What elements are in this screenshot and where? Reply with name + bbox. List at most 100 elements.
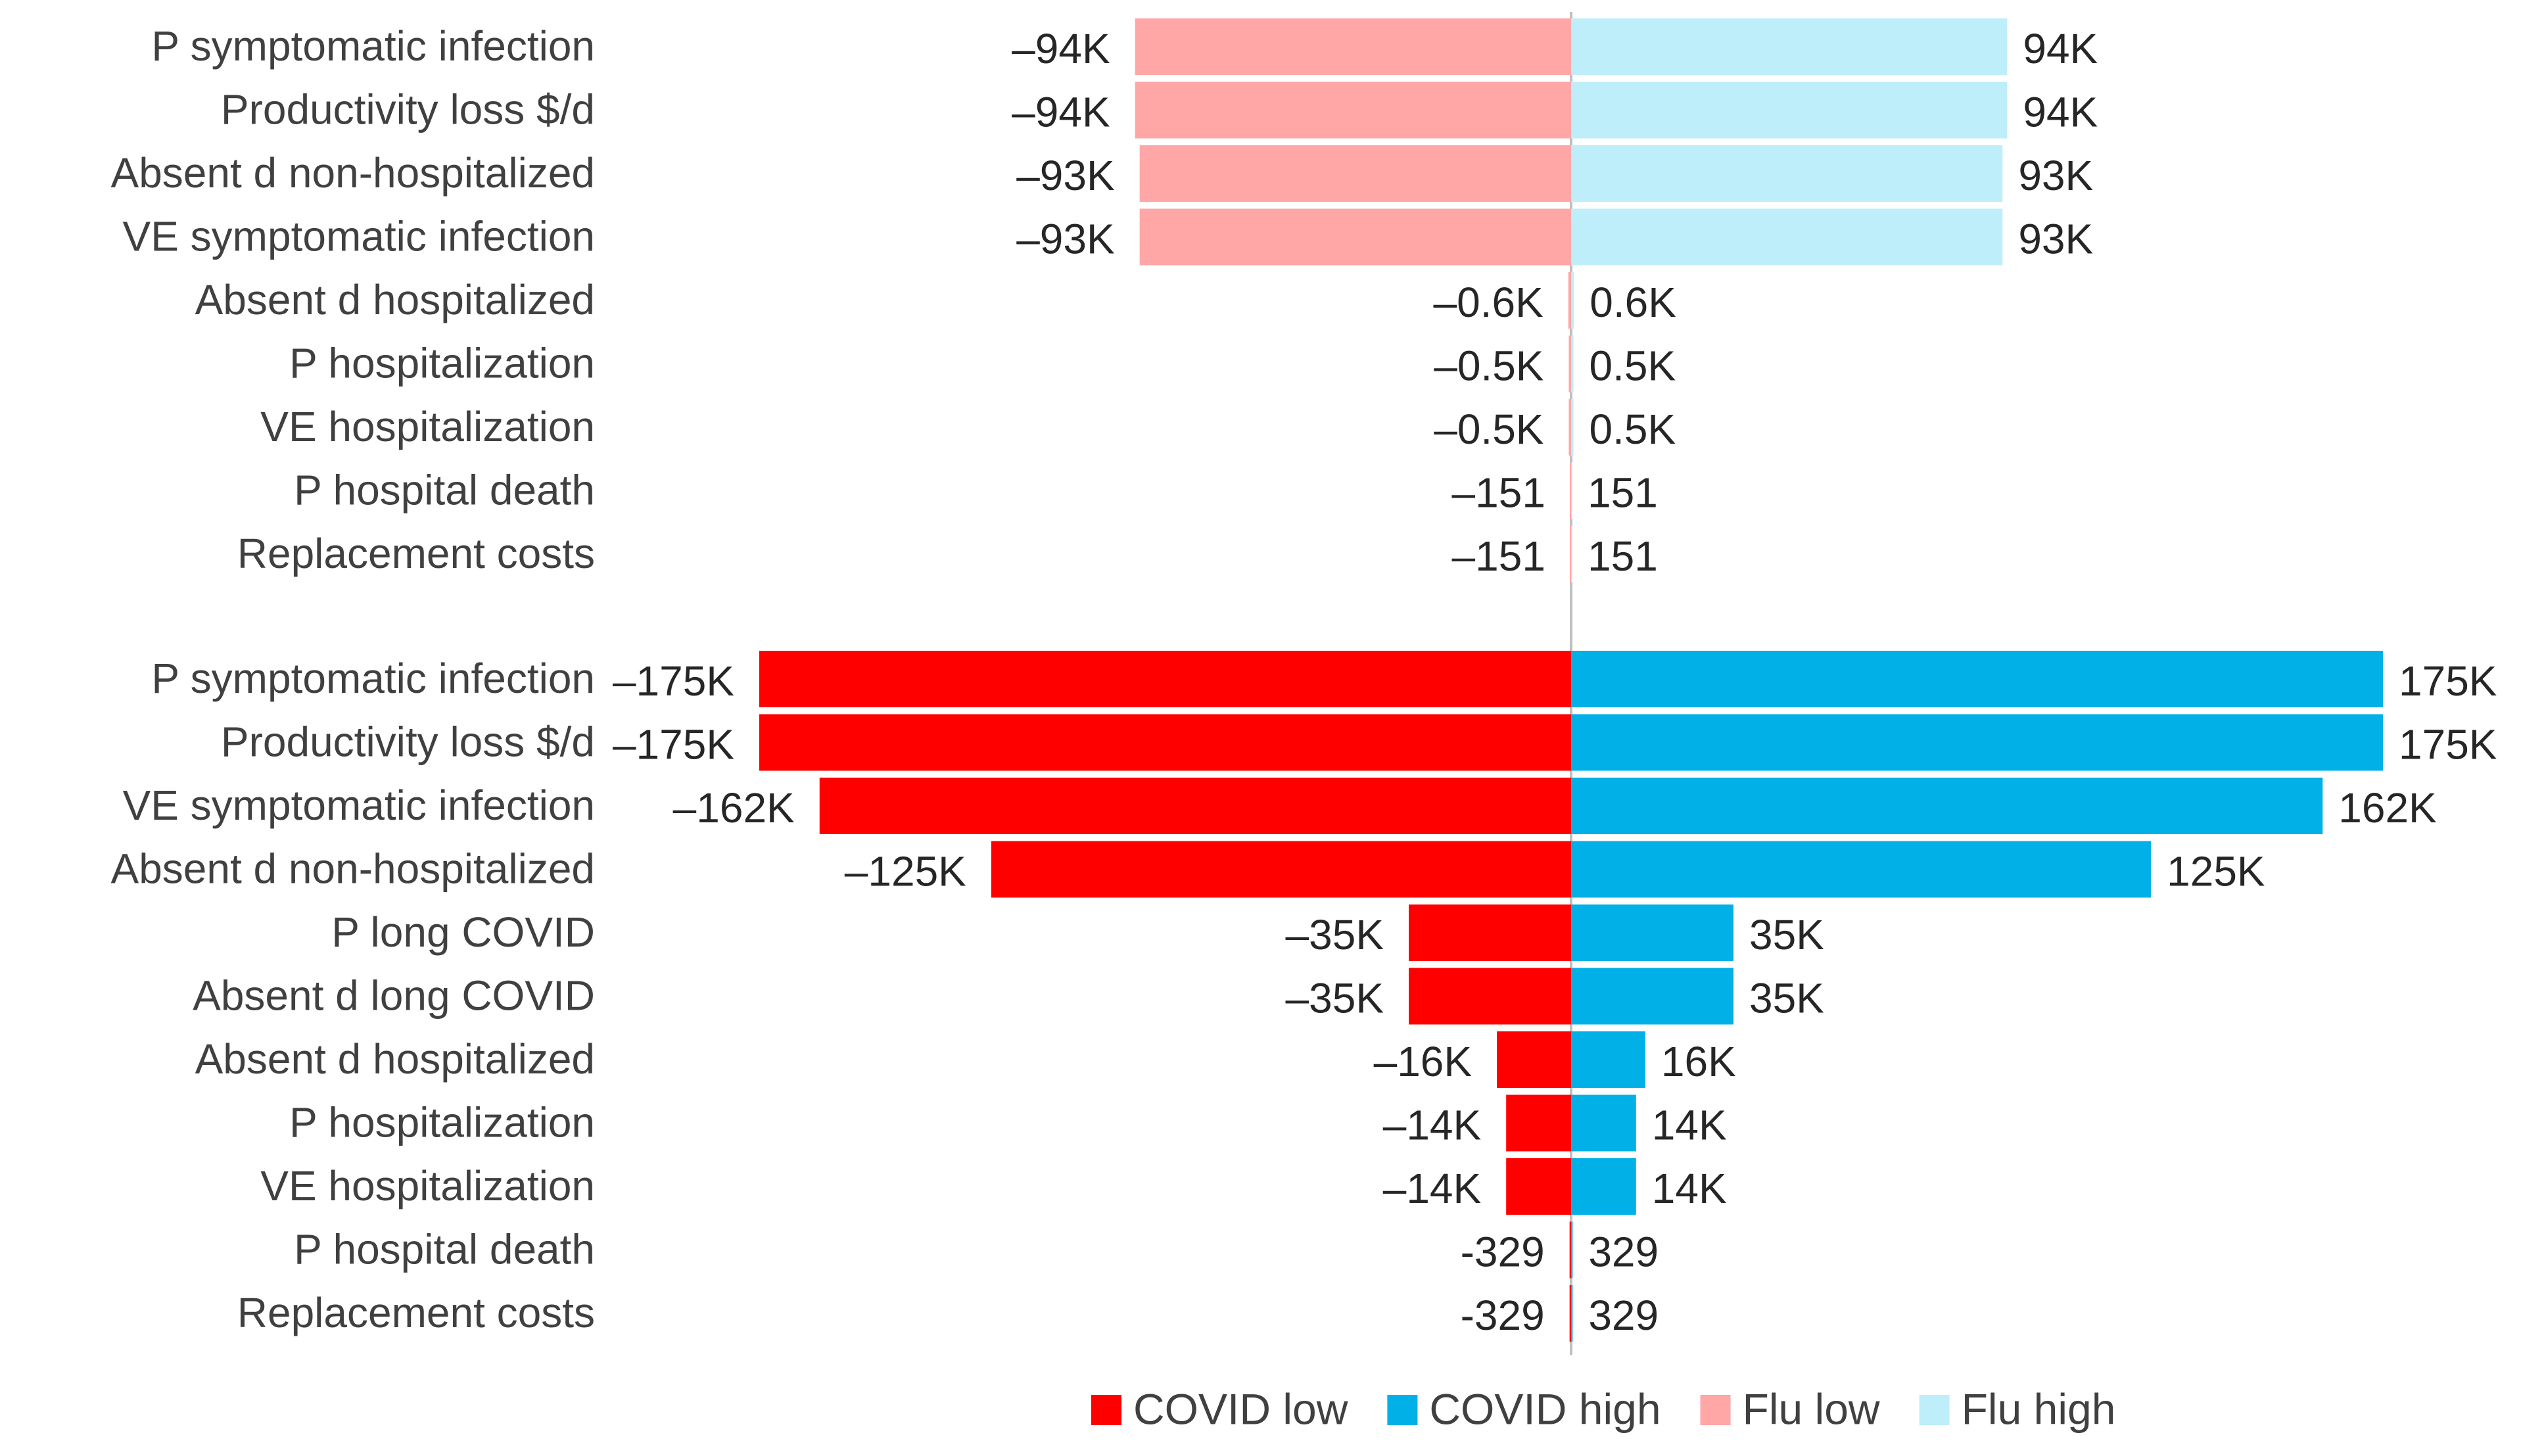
value-label-high: 0.5K [1590, 406, 1676, 453]
legend-label: Flu low [1743, 1384, 1880, 1433]
value-label-low: –35K [1286, 974, 1384, 1022]
value-label-high: 175K [2399, 720, 2497, 768]
bar-low [1139, 208, 1571, 266]
value-label-high: 0.6K [1590, 279, 1676, 326]
bar-high [1571, 904, 1733, 961]
bar-low [1570, 526, 1571, 582]
value-label-low: –0.6K [1434, 279, 1543, 326]
value-label-low: –151 [1452, 469, 1545, 516]
value-label-low: –175K [613, 720, 734, 768]
bar-low [1409, 968, 1571, 1025]
value-label-high: 0.5K [1590, 342, 1676, 389]
bar-high [1571, 335, 1574, 392]
value-label-high: 14K [1652, 1101, 1727, 1148]
value-label-high: 16K [1661, 1038, 1736, 1085]
row-label: Absent d hospitalized [195, 1035, 595, 1083]
row-label: VE symptomatic infection [123, 212, 596, 260]
value-label-high: 329 [1588, 1292, 1659, 1339]
bar-high [1571, 651, 2383, 707]
row-label: P hospital death [294, 1225, 595, 1273]
value-label-high: 94K [2023, 88, 2098, 135]
legend-swatch [1387, 1395, 1418, 1425]
row-label: Absent d hospitalized [195, 276, 595, 323]
value-label-low: –14K [1383, 1101, 1481, 1148]
bar-low [1568, 335, 1571, 392]
bar-high [1571, 1285, 1573, 1342]
bar-high [1571, 526, 1572, 582]
value-label-high: 14K [1652, 1165, 1727, 1212]
value-label-low: –151 [1452, 532, 1545, 580]
value-label-high: 151 [1588, 532, 1658, 580]
bar-high [1571, 1221, 1573, 1279]
bar-low [759, 651, 1571, 707]
value-label-high: 329 [1588, 1228, 1659, 1275]
bar-high [1571, 778, 2323, 834]
value-label-low: –35K [1286, 911, 1384, 958]
row-label: P hospitalization [289, 1098, 595, 1146]
bar-low [1570, 462, 1571, 519]
value-label-high: 162K [2338, 784, 2436, 832]
row-label: VE hospitalization [260, 1162, 595, 1209]
value-label-low: –94K [1012, 25, 1110, 72]
value-label-low: –93K [1016, 215, 1114, 262]
bar-high [1571, 714, 2383, 771]
bar-high [1571, 841, 2152, 898]
bar-high [1571, 1094, 1636, 1152]
bar-low [1135, 18, 1571, 75]
value-label-high: 175K [2399, 657, 2497, 705]
legend-label: Flu high [1962, 1384, 2116, 1433]
value-label-high: 94K [2023, 25, 2098, 72]
value-label-low: –93K [1016, 152, 1114, 199]
bar-high [1571, 1158, 1636, 1215]
bar-high [1571, 968, 1733, 1025]
bar-high [1571, 272, 1574, 329]
bar-high [1571, 18, 2008, 75]
bar-low [1497, 1031, 1571, 1088]
bar-low [759, 714, 1571, 771]
row-label: P hospital death [294, 466, 595, 513]
bar-low [1139, 145, 1571, 202]
bar-low [819, 778, 1571, 834]
value-label-low: –94K [1012, 88, 1110, 135]
legend-label: COVID low [1133, 1384, 1348, 1433]
row-label: P symptomatic infection [151, 22, 595, 70]
row-label: VE hospitalization [260, 403, 595, 450]
row-label: Absent d non-hospitalized [111, 149, 596, 197]
bar-high [1571, 82, 2008, 139]
row-label: P symptomatic infection [151, 655, 595, 702]
bar-high [1571, 145, 2003, 202]
value-label-low: –0.5K [1434, 406, 1543, 453]
value-label-low: -329 [1461, 1228, 1545, 1275]
bar-high [1571, 208, 2003, 266]
value-label-high: 35K [1749, 911, 1824, 958]
value-label-low: -329 [1461, 1292, 1545, 1339]
value-label-high: 93K [2018, 152, 2093, 199]
row-label: Absent d non-hospitalized [111, 845, 596, 892]
bar-low [1568, 399, 1571, 456]
row-label: Productivity loss $/d [221, 718, 595, 765]
legend-label: COVID high [1429, 1384, 1661, 1433]
row-label: VE symptomatic infection [123, 782, 596, 829]
bar-low [1506, 1158, 1571, 1215]
bar-low [991, 841, 1571, 898]
row-label: Replacement costs [237, 1289, 595, 1336]
value-label-low: –0.5K [1434, 342, 1543, 389]
value-label-high: 151 [1588, 469, 1658, 516]
bar-high [1571, 1031, 1645, 1088]
legend-swatch [1919, 1395, 1950, 1425]
value-label-high: 93K [2018, 215, 2093, 262]
value-label-high: 35K [1749, 974, 1824, 1022]
row-label: Absent d long COVID [193, 972, 595, 1019]
bar-low [1568, 272, 1571, 329]
legend-swatch [1700, 1395, 1731, 1425]
value-label-low: –175K [613, 657, 734, 705]
bar-high [1571, 462, 1572, 519]
bar-low [1506, 1094, 1571, 1152]
row-label: Replacement costs [237, 530, 595, 577]
value-label-low: –14K [1383, 1165, 1481, 1212]
bar-high [1571, 399, 1574, 456]
bar-low [1569, 1221, 1571, 1279]
row-label: P long COVID [331, 908, 595, 956]
